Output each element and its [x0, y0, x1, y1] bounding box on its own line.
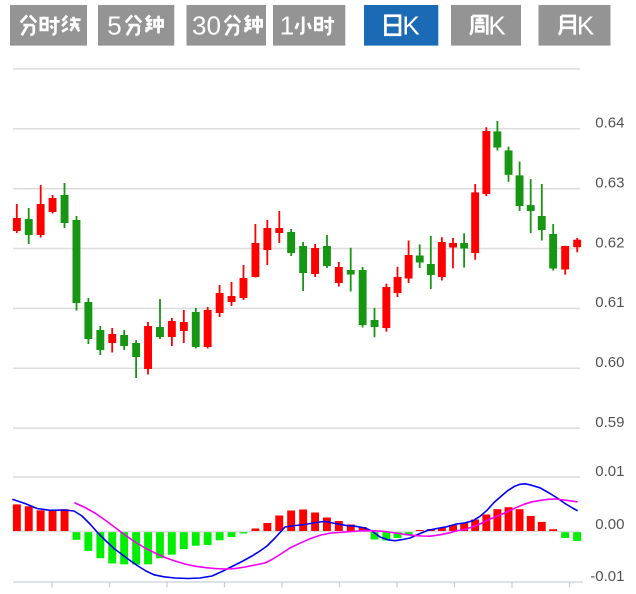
svg-text:30: 30 [192, 11, 221, 41]
svg-text:0.01: 0.01 [595, 463, 624, 480]
svg-text:-0.01: -0.01 [590, 568, 624, 585]
svg-text:0.00: 0.00 [595, 516, 624, 533]
svg-text:0.60: 0.60 [595, 354, 624, 371]
svg-text:K: K [488, 11, 506, 41]
svg-text:5: 5 [107, 11, 121, 41]
svg-text:0.59: 0.59 [595, 414, 624, 431]
svg-text:K: K [402, 11, 420, 41]
svg-text:0.61: 0.61 [595, 294, 624, 311]
svg-text:K: K [577, 11, 595, 41]
svg-text:0.62: 0.62 [595, 234, 624, 251]
svg-text:1: 1 [280, 11, 294, 41]
svg-text:0.63: 0.63 [595, 175, 624, 192]
svg-text:0.64: 0.64 [595, 115, 624, 132]
